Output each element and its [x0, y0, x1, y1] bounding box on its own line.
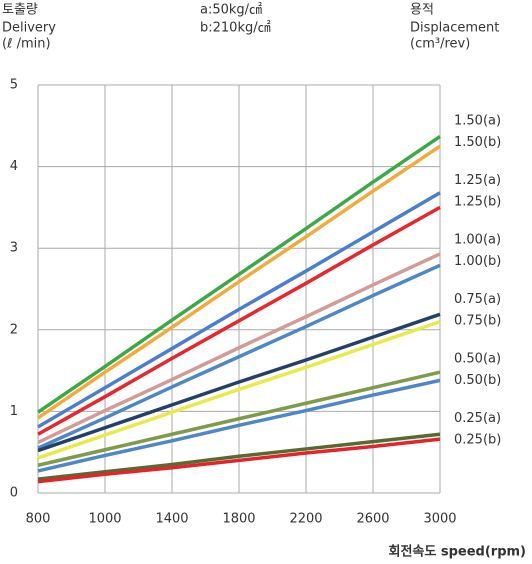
right-label: (cm³/rev) — [410, 37, 470, 52]
series-line — [37, 134, 441, 414]
series-line — [37, 205, 441, 436]
x-label: 회전속도 speed(rpm) — [389, 544, 527, 560]
note: b:210kg/㎠ — [200, 21, 271, 36]
series-line — [37, 252, 441, 444]
y-label: 토출량 — [2, 3, 38, 18]
legend-label: 0.75(b) — [454, 314, 501, 329]
series-line — [37, 144, 441, 420]
x-tick-label: 2600 — [356, 512, 389, 527]
y-tick-label: 4 — [10, 159, 18, 174]
y-tick-label: 0 — [10, 486, 18, 501]
series-line — [37, 370, 441, 467]
y-label: (ℓ /min) — [2, 37, 51, 52]
note: a:50kg/㎠ — [200, 3, 262, 18]
y-tick-label: 1 — [10, 404, 18, 419]
series-line — [37, 312, 441, 453]
legend-label: 0.25(a) — [454, 411, 501, 426]
series-line — [37, 191, 441, 429]
series-line — [37, 378, 441, 473]
legend-label: 0.50(a) — [454, 352, 501, 367]
series-line — [37, 437, 441, 484]
x-tick-label: 1000 — [88, 512, 121, 527]
y-tick-label: 3 — [10, 241, 18, 256]
x-tick-label: 2200 — [289, 512, 322, 527]
legend-label: 1.50(b) — [454, 135, 501, 150]
y-tick-label: 2 — [10, 322, 18, 337]
x-tick-label: 1800 — [222, 512, 255, 527]
y-label: Delivery — [2, 21, 56, 36]
legend-label: 0.75(a) — [454, 292, 501, 307]
legend-label: 1.50(a) — [454, 114, 501, 129]
legend-label: 1.00(a) — [454, 233, 501, 248]
legend-label: 1.25(b) — [454, 195, 501, 210]
legend-label: 0.50(b) — [454, 373, 501, 388]
x-tick-label: 3000 — [423, 512, 456, 527]
right-label: Displacement — [410, 21, 499, 36]
x-tick-label: 1400 — [155, 512, 188, 527]
legend-label: 1.25(a) — [454, 173, 501, 188]
series-line — [37, 319, 441, 460]
legend-label: 0.25(b) — [454, 433, 501, 448]
series-line — [37, 432, 441, 481]
series-line — [37, 263, 441, 450]
y-tick-label: 5 — [10, 78, 18, 93]
legend-label: 1.00(b) — [454, 254, 501, 269]
right-label: 용적 — [410, 3, 434, 18]
x-tick-label: 800 — [26, 512, 51, 527]
